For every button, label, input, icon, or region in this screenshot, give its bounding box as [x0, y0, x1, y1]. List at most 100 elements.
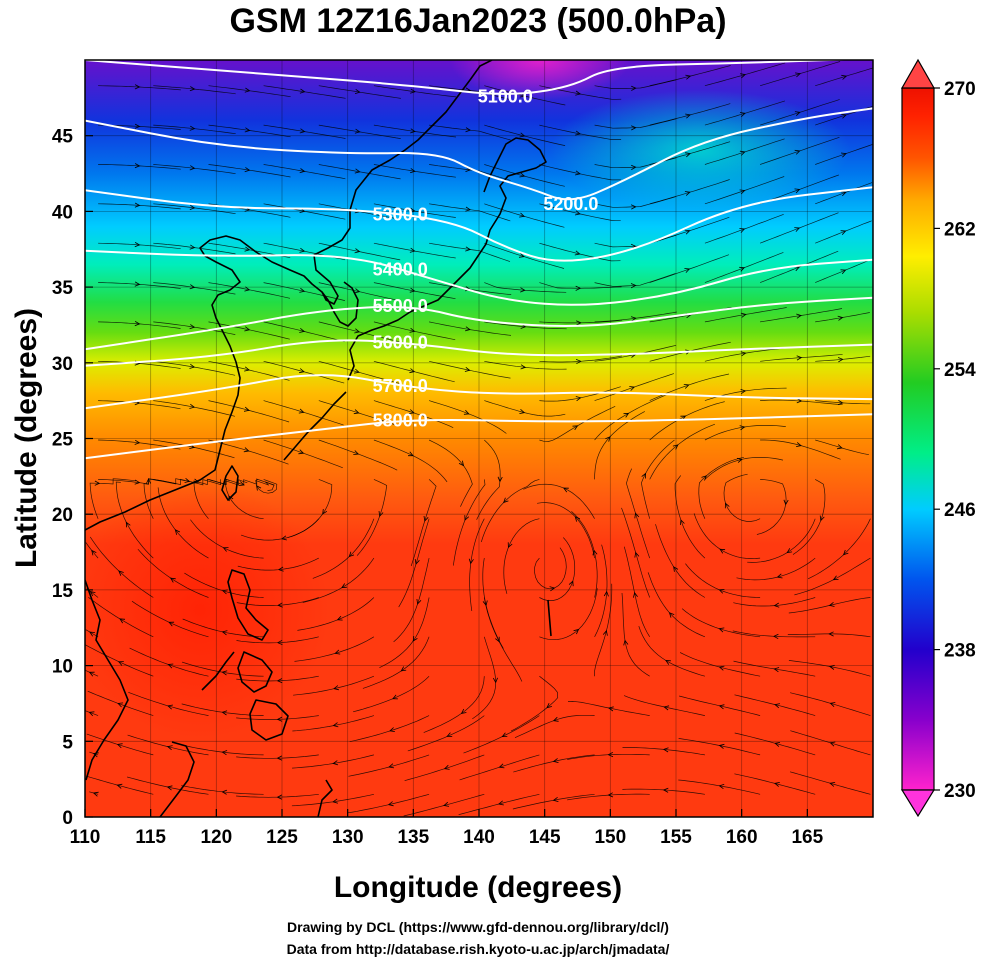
streamline-arrow	[718, 589, 725, 594]
streamline-arrow	[189, 363, 196, 369]
streamline-arrow	[602, 629, 608, 636]
streamline-arrow	[189, 403, 196, 409]
streamline-arrow	[134, 202, 141, 208]
coastline-luzon	[227, 569, 269, 641]
streamline-arrow	[575, 130, 582, 136]
streamline-arrow	[334, 649, 341, 655]
streamline-arrow	[354, 88, 361, 94]
streamline-arrow	[634, 551, 640, 558]
streamline-arrow	[134, 439, 141, 445]
streamline-arrow	[333, 685, 339, 691]
streamline-arrow	[277, 602, 283, 608]
streamline-arrow	[739, 425, 746, 431]
colorbar-scale	[901, 87, 935, 791]
streamline-arrow	[740, 312, 747, 318]
streamline-arrow	[724, 502, 730, 509]
x-tick-label: 155	[660, 827, 692, 848]
streamline-arrow	[740, 73, 746, 79]
streamline-arrow	[117, 702, 124, 708]
streamline-arrow	[134, 242, 141, 248]
streamline-arrow	[607, 706, 614, 712]
streamline-arrow	[828, 601, 835, 607]
streamline	[815, 67, 873, 87]
x-axis-title: Longitude (degrees)	[334, 871, 622, 904]
contour-labels: 5100.0 5200.0 5300.0 5400.0 5500.0 5600.0 5700…	[373, 86, 599, 430]
streamline-arrow	[94, 480, 101, 486]
streamline-arrow	[463, 409, 470, 415]
streamline	[815, 220, 872, 244]
streamline-arrow	[354, 368, 360, 374]
streamline-arrow	[840, 269, 847, 275]
streamline-arrow	[408, 409, 415, 414]
streamline-arrow	[662, 787, 669, 793]
streamline-arrow	[299, 168, 306, 174]
streamline-arrow	[607, 752, 614, 758]
streamline-arrow	[409, 368, 416, 374]
streamline	[85, 629, 99, 638]
streamline-arrow	[497, 476, 503, 483]
streamline-arrow	[184, 477, 191, 483]
streamline-arrow	[552, 716, 559, 722]
y-tick-label: 15	[52, 581, 74, 602]
streamline-arrow	[409, 247, 416, 253]
plot-area: 5100.0 5200.0 5300.0 5400.0 5500.0 5600.0 5700…	[84, 59, 874, 818]
streamline-arrow	[828, 631, 834, 637]
streamline-arrow	[298, 408, 305, 414]
colorbar: 230 238 246 254 262 270	[900, 58, 976, 818]
streamline-arrow	[774, 703, 780, 709]
streamline-arrow	[299, 128, 306, 134]
streamline-arrow	[388, 763, 395, 769]
streamline-arrow	[575, 359, 582, 365]
streamline-arrow	[189, 165, 196, 171]
streamline-arrow	[819, 515, 825, 522]
streamline-arrow	[389, 727, 395, 732]
streamline-arrow	[736, 457, 743, 463]
streamline-arrow	[740, 389, 747, 395]
x-tick-label: 150	[594, 827, 626, 848]
contour-line	[85, 60, 859, 95]
streamline-arrow	[773, 633, 779, 640]
streamline-arrow	[299, 88, 306, 94]
streamline-arrow	[549, 586, 556, 592]
streamline-arrow	[174, 529, 181, 535]
streamline-arrow	[408, 451, 414, 457]
streamline-arrow	[409, 207, 416, 213]
streamline-arrow	[739, 266, 746, 272]
streamline-arrow	[464, 366, 471, 372]
streamline-arrow	[169, 577, 176, 583]
streamline-arrow	[189, 284, 196, 290]
streamline-arrow	[244, 326, 251, 332]
streamline-arrow	[353, 409, 360, 415]
streamline-arrow	[89, 591, 96, 597]
streamline-arrow	[552, 796, 559, 802]
streamline-arrow	[683, 384, 690, 389]
streamline-arrow	[684, 191, 691, 196]
streamline-arrow	[794, 111, 801, 116]
streamline-arrow	[221, 630, 228, 636]
streamline-arrow	[276, 716, 283, 722]
x-tick-label: 140	[463, 827, 495, 848]
colorbar-tick-label: 238	[944, 641, 976, 662]
streamline-arrow	[410, 128, 416, 134]
x-tick-label: 160	[726, 827, 758, 848]
streamline-arrow	[575, 396, 582, 402]
x-tick-label: 165	[791, 827, 823, 848]
streamline-arrow	[134, 321, 141, 327]
y-tick-label: 10	[52, 657, 73, 678]
streamline-arrow	[520, 364, 527, 370]
streamline-arrow	[416, 598, 422, 605]
streamline-arrow	[718, 627, 725, 633]
streamline-arrow	[503, 497, 509, 504]
streamline-arrow	[575, 285, 582, 291]
streamline-arrow	[336, 615, 343, 621]
streamline-arrow	[443, 801, 450, 807]
streamline-arrow	[332, 722, 339, 728]
streamline-arrow	[409, 287, 416, 293]
streamline-arrow	[354, 288, 361, 294]
streamline-arrow	[276, 678, 283, 684]
streamline-arrow	[592, 549, 598, 556]
streamline-arrow	[91, 549, 97, 556]
streamline-arrow	[842, 549, 849, 556]
colorbar-tick-label: 254	[944, 360, 976, 381]
